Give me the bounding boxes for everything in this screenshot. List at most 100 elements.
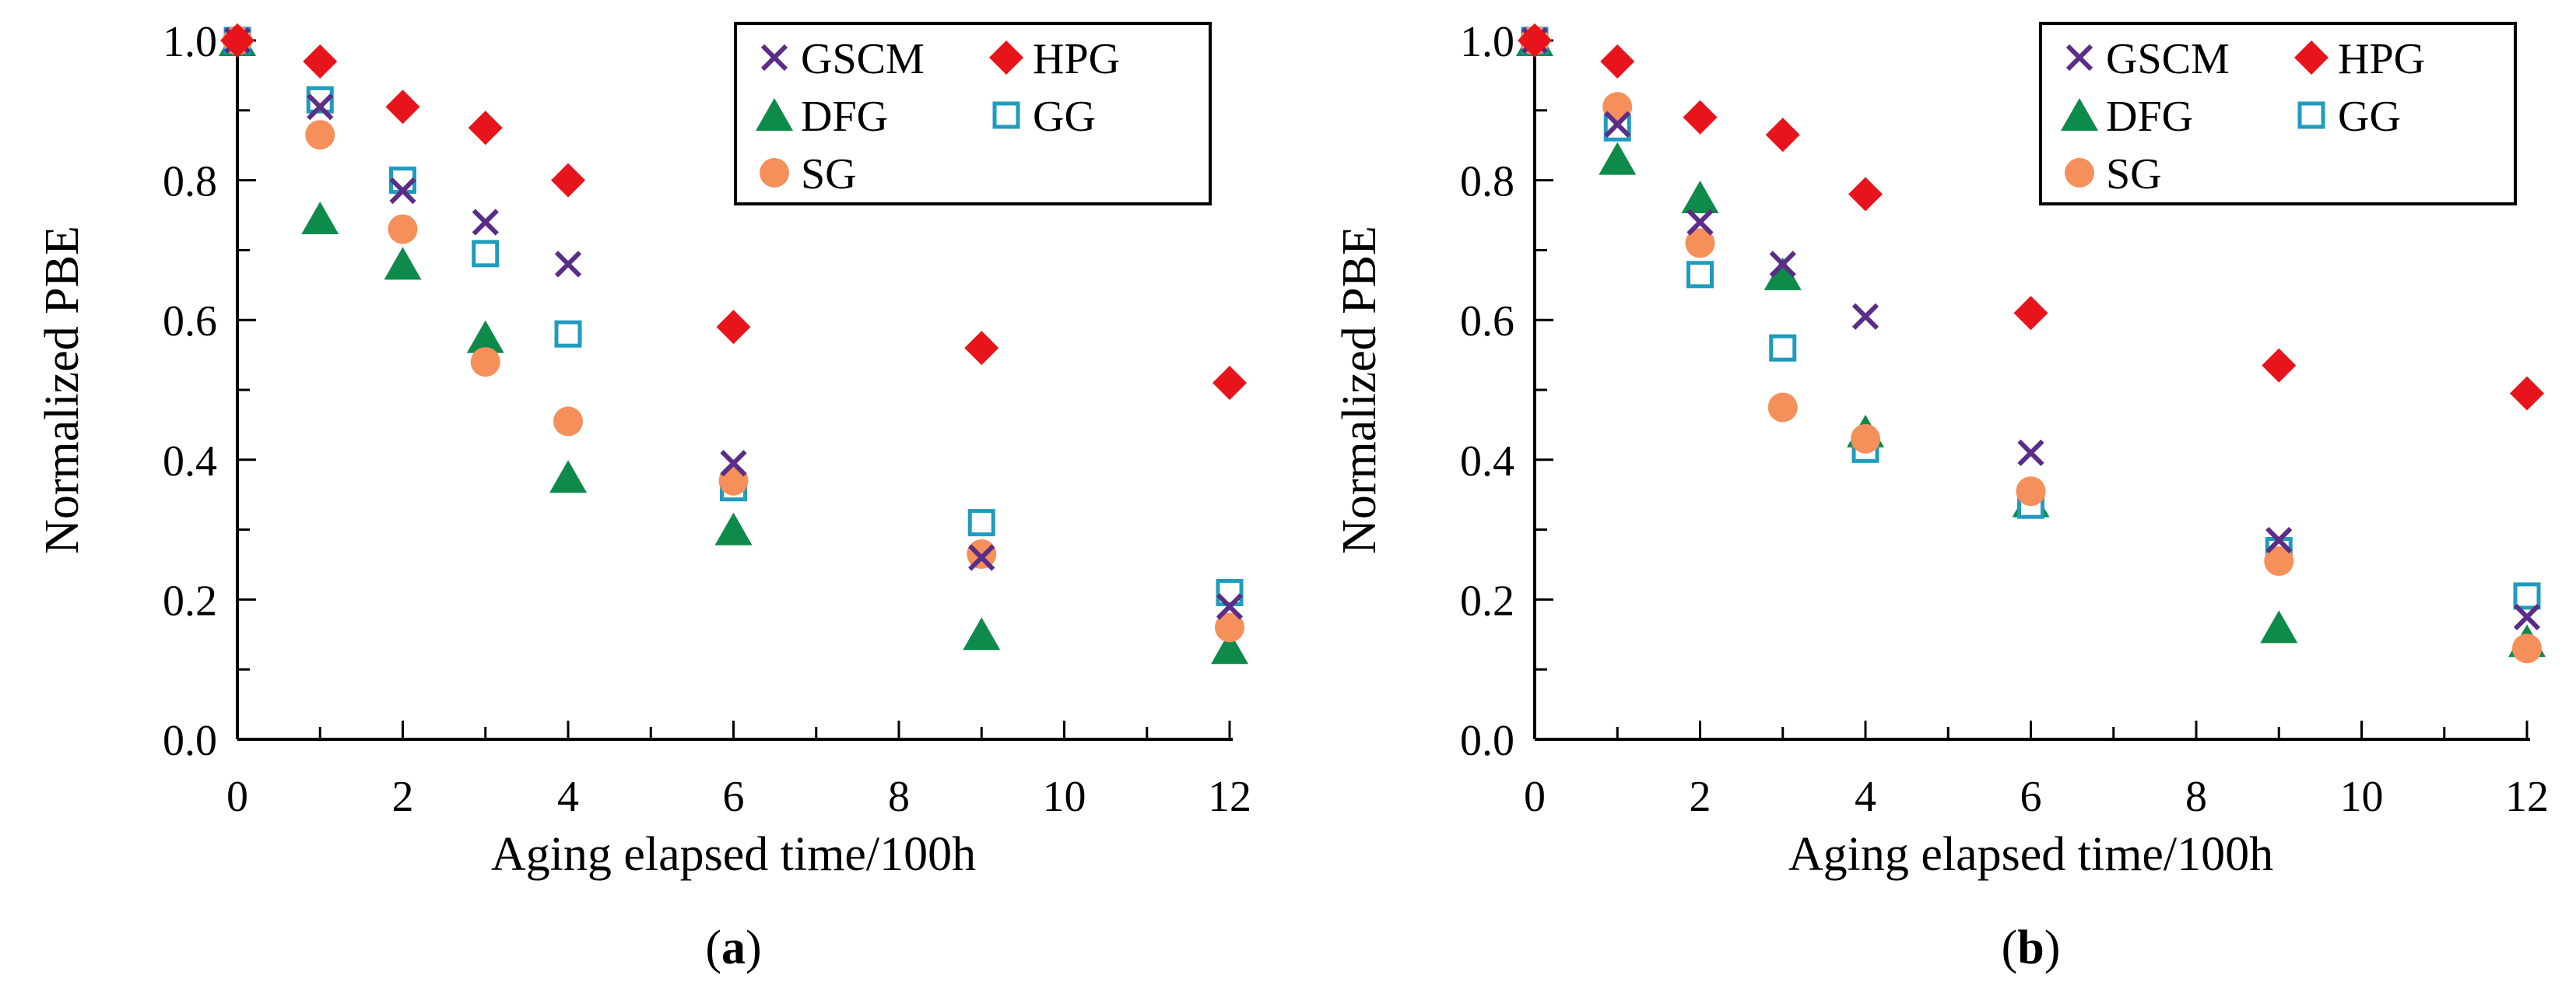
data-point-hpg (1765, 118, 1800, 153)
data-point-hpg (385, 89, 420, 125)
data-point-dfg (384, 247, 422, 280)
y-tick-label: 0.0 (1460, 717, 1514, 765)
data-point-dfg (549, 460, 587, 493)
data-point-gscm (554, 251, 582, 278)
x-tick-label: 10 (2340, 773, 2384, 821)
data-point-dfg (1764, 257, 1802, 290)
data-point-dfg (301, 201, 339, 234)
x-tick-label: 2 (1690, 773, 1711, 821)
data-point-hpg (2262, 348, 2297, 383)
data-point-gscm (1686, 209, 1714, 236)
x-tick-label: 0 (1524, 773, 1546, 821)
data-point-hpg (303, 44, 338, 79)
data-point-hpg (716, 310, 751, 345)
data-point-gscm (472, 209, 499, 236)
legend-label-dfg: DFG (2106, 93, 2193, 141)
y-axis-title: Normalized PBE (1333, 226, 1386, 554)
data-point-dfg (1681, 181, 1719, 214)
legend-marker-gg (992, 101, 1020, 129)
data-point-hpg (2013, 296, 2048, 331)
legend-label-gscm: GSCM (2106, 35, 2230, 83)
x-tick-label: 12 (1208, 773, 1251, 821)
data-point-gscm (720, 450, 747, 477)
data-point-dfg (963, 617, 1001, 651)
y-tick-label: 0.2 (163, 577, 217, 625)
legend-marker-gscm (760, 44, 788, 72)
data-point-sg (2016, 476, 2046, 507)
legend-label-gg: GG (1033, 93, 1096, 141)
data-point-gscm (389, 177, 416, 205)
legend-marker-dfg (756, 98, 793, 131)
chart-panel-a: 0 2 4 6 8 10 12 0.0 0.2 0.4 0.6 0.8 1.0 Aging elapsed… (36, 18, 1251, 974)
y-tick-label: 0.6 (1460, 297, 1514, 346)
data-point-dfg (1211, 631, 1248, 665)
x-tick-label: 4 (1855, 773, 1876, 821)
legend-label-sg: SG (2106, 150, 2162, 198)
data-point-dfg (1599, 142, 1637, 175)
y-tick-label: 0.2 (1460, 577, 1514, 625)
data-point-gg (472, 240, 500, 268)
legend-label-sg: SG (801, 150, 857, 198)
data-point-sg (2512, 633, 2542, 664)
data-point-dfg (466, 320, 504, 353)
legend: GSCM HPG DFG GG SG (734, 22, 1212, 205)
x-axis-title: Aging elapsed time/100h (491, 828, 976, 881)
data-point-sg (305, 120, 335, 150)
legend-marker-dfg (2061, 98, 2098, 131)
x-tick-label: 0 (226, 773, 248, 821)
legend-label-gg: GG (2338, 93, 2401, 141)
y-tick-label: 0.0 (163, 717, 217, 765)
data-point-sg (1767, 392, 1798, 423)
legend-marker-hpg (2294, 40, 2329, 75)
data-point-sg (1685, 228, 1715, 258)
legend-marker-sg (760, 158, 789, 188)
legend-box (734, 22, 1212, 205)
data-point-hpg (2510, 376, 2544, 411)
data-point-sg (1851, 423, 1880, 454)
data-point-hpg (1518, 23, 1552, 58)
data-point-gscm (1851, 303, 1879, 330)
x-tick-label: 10 (1043, 773, 1086, 821)
data-point-sg (1215, 612, 1244, 643)
y-tick-label: 0.4 (1460, 437, 1514, 486)
data-point-gscm (1769, 251, 1796, 278)
data-point-hpg (220, 23, 254, 58)
chart-panel-b: 0 2 4 6 8 10 12 0.0 0.2 0.4 0.6 0.8 1.0 Aging elapsed… (1333, 18, 2549, 974)
data-point-gg (1686, 261, 1714, 289)
data-point-hpg (551, 163, 585, 198)
legend: GSCM HPG DFG GG SG (2039, 22, 2517, 205)
data-point-hpg (1600, 44, 1635, 79)
legend-label-gscm: GSCM (801, 35, 925, 83)
data-point-sg (470, 347, 500, 377)
data-point-hpg (1683, 100, 1718, 135)
y-tick-label: 0.6 (163, 297, 217, 346)
data-point-gscm (2265, 526, 2293, 554)
data-point-gscm (1216, 593, 1244, 620)
series-gscm (1521, 26, 2541, 630)
y-tick-label: 0.8 (1460, 158, 1514, 206)
data-point-hpg (1213, 366, 1247, 401)
data-point-gscm (968, 544, 995, 571)
series-hpg (1518, 23, 2544, 411)
x-tick-label: 12 (2505, 773, 2549, 821)
panel-label: (a) (705, 921, 761, 974)
data-point-hpg (964, 331, 999, 366)
data-point-gg (1769, 334, 1797, 362)
x-tick-label: 6 (723, 773, 745, 821)
y-tick-label: 1.0 (163, 18, 217, 66)
data-point-sg (2264, 546, 2294, 577)
data-point-gscm (307, 93, 334, 121)
x-tick-label: 4 (557, 773, 579, 821)
data-point-gg (2513, 582, 2541, 610)
data-point-gscm (2513, 603, 2541, 630)
y-axis-title: Normalized PBE (36, 226, 89, 554)
x-tick-label: 8 (2185, 773, 2207, 821)
series-hpg (220, 23, 1247, 401)
x-tick-label: 2 (392, 773, 414, 821)
data-point-gg (554, 320, 582, 348)
y-tick-label: 0.8 (163, 158, 217, 206)
data-point-gscm (2017, 439, 2044, 466)
y-tick-label: 1.0 (1460, 18, 1514, 66)
